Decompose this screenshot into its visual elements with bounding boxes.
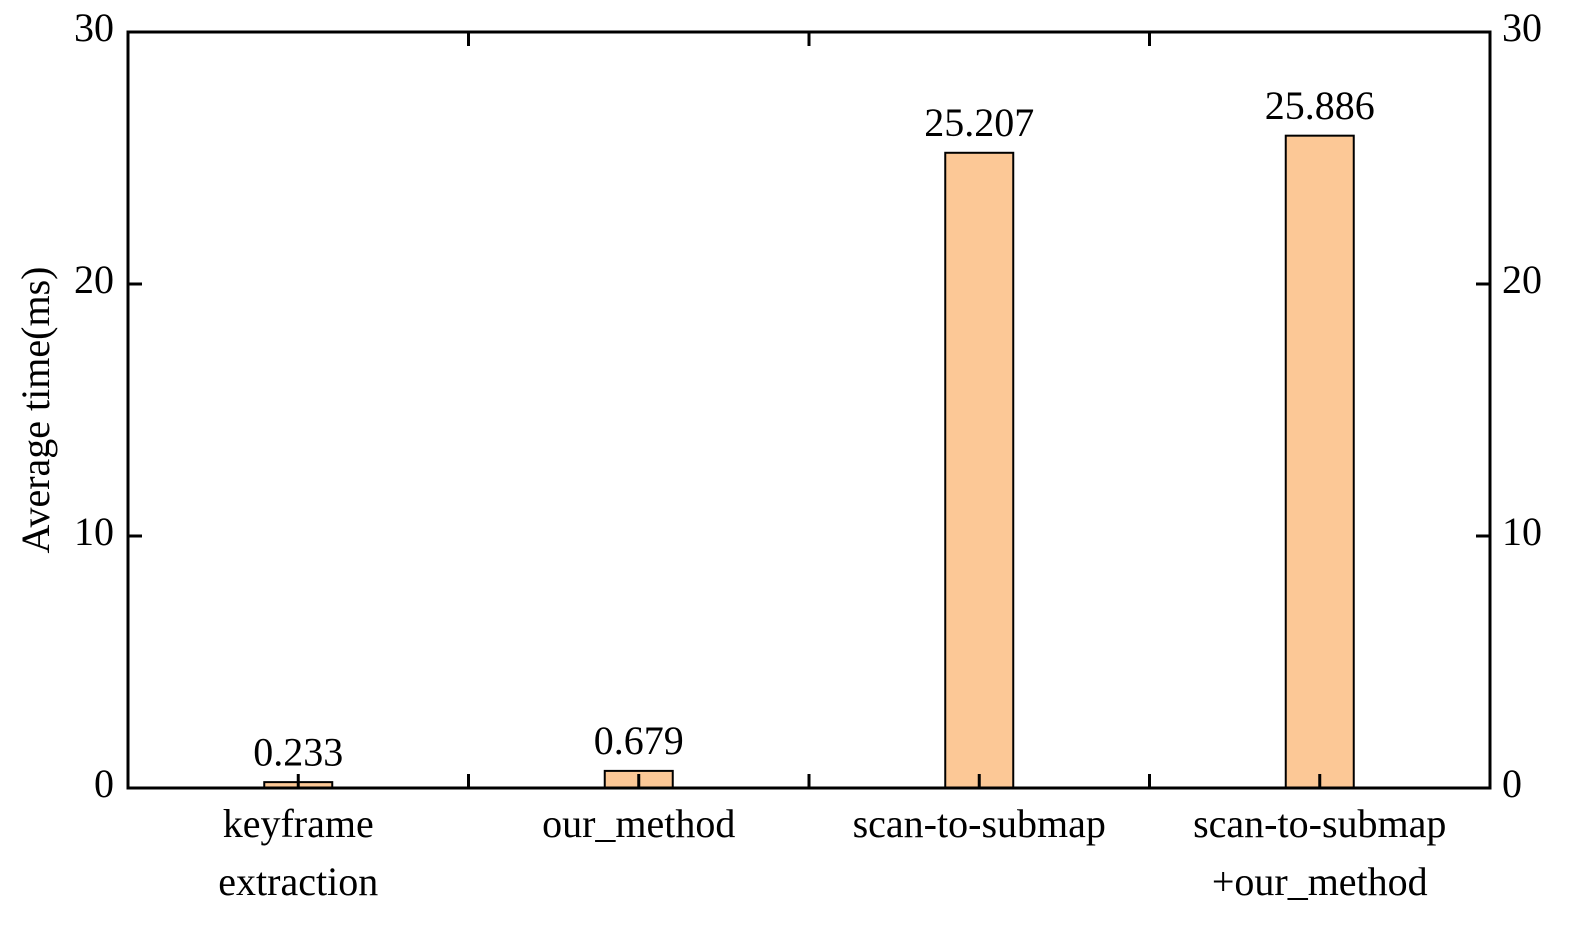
value-label: 25.207 (924, 100, 1034, 145)
y2-tick-label: 20 (1502, 257, 1542, 302)
y2-tick-label: 10 (1502, 509, 1542, 554)
value-label: 0.679 (594, 718, 684, 763)
x-tick-label: +our_method (1212, 859, 1428, 904)
x-tick-label: our_method (542, 801, 735, 846)
x-tick-label: scan-to-submap (853, 801, 1106, 846)
bar (1284, 134, 1355, 790)
x-tick-label: keyframe (223, 801, 374, 846)
x-tick-label: extraction (218, 859, 378, 904)
value-label: 25.886 (1265, 83, 1375, 128)
y-tick-label: 30 (74, 5, 114, 50)
x-tick-label: scan-to-submap (1193, 801, 1446, 846)
bar (944, 151, 1015, 789)
y-tick-label: 0 (94, 761, 114, 806)
y2-tick-label: 0 (1502, 761, 1522, 806)
y-axis-label: Average time(ms) (13, 267, 58, 554)
y-tick-label: 10 (74, 509, 114, 554)
value-label: 0.233 (253, 729, 343, 774)
plot-frame (126, 30, 1492, 790)
y-tick-label: 20 (74, 257, 114, 302)
y2-tick-label: 30 (1502, 5, 1542, 50)
